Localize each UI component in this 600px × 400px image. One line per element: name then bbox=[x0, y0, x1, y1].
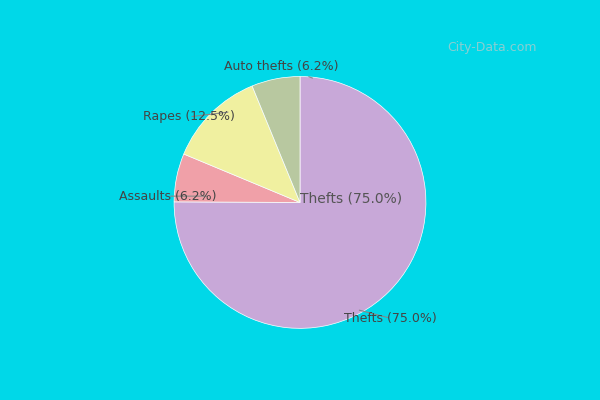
Wedge shape bbox=[252, 76, 300, 202]
Text: Rapes (12.5%): Rapes (12.5%) bbox=[143, 110, 235, 123]
Wedge shape bbox=[184, 86, 300, 202]
Text: City-Data.com: City-Data.com bbox=[447, 42, 537, 54]
Text: Thefts (75.0%): Thefts (75.0%) bbox=[300, 192, 402, 206]
Text: Auto thefts (6.2%): Auto thefts (6.2%) bbox=[224, 60, 338, 78]
Text: Thefts (75.0%): Thefts (75.0%) bbox=[344, 310, 437, 325]
Wedge shape bbox=[174, 154, 300, 202]
Wedge shape bbox=[174, 76, 426, 328]
Title: Crimes by type - 2019: Crimes by type - 2019 bbox=[145, 12, 455, 36]
Text: Assaults (6.2%): Assaults (6.2%) bbox=[119, 190, 217, 203]
